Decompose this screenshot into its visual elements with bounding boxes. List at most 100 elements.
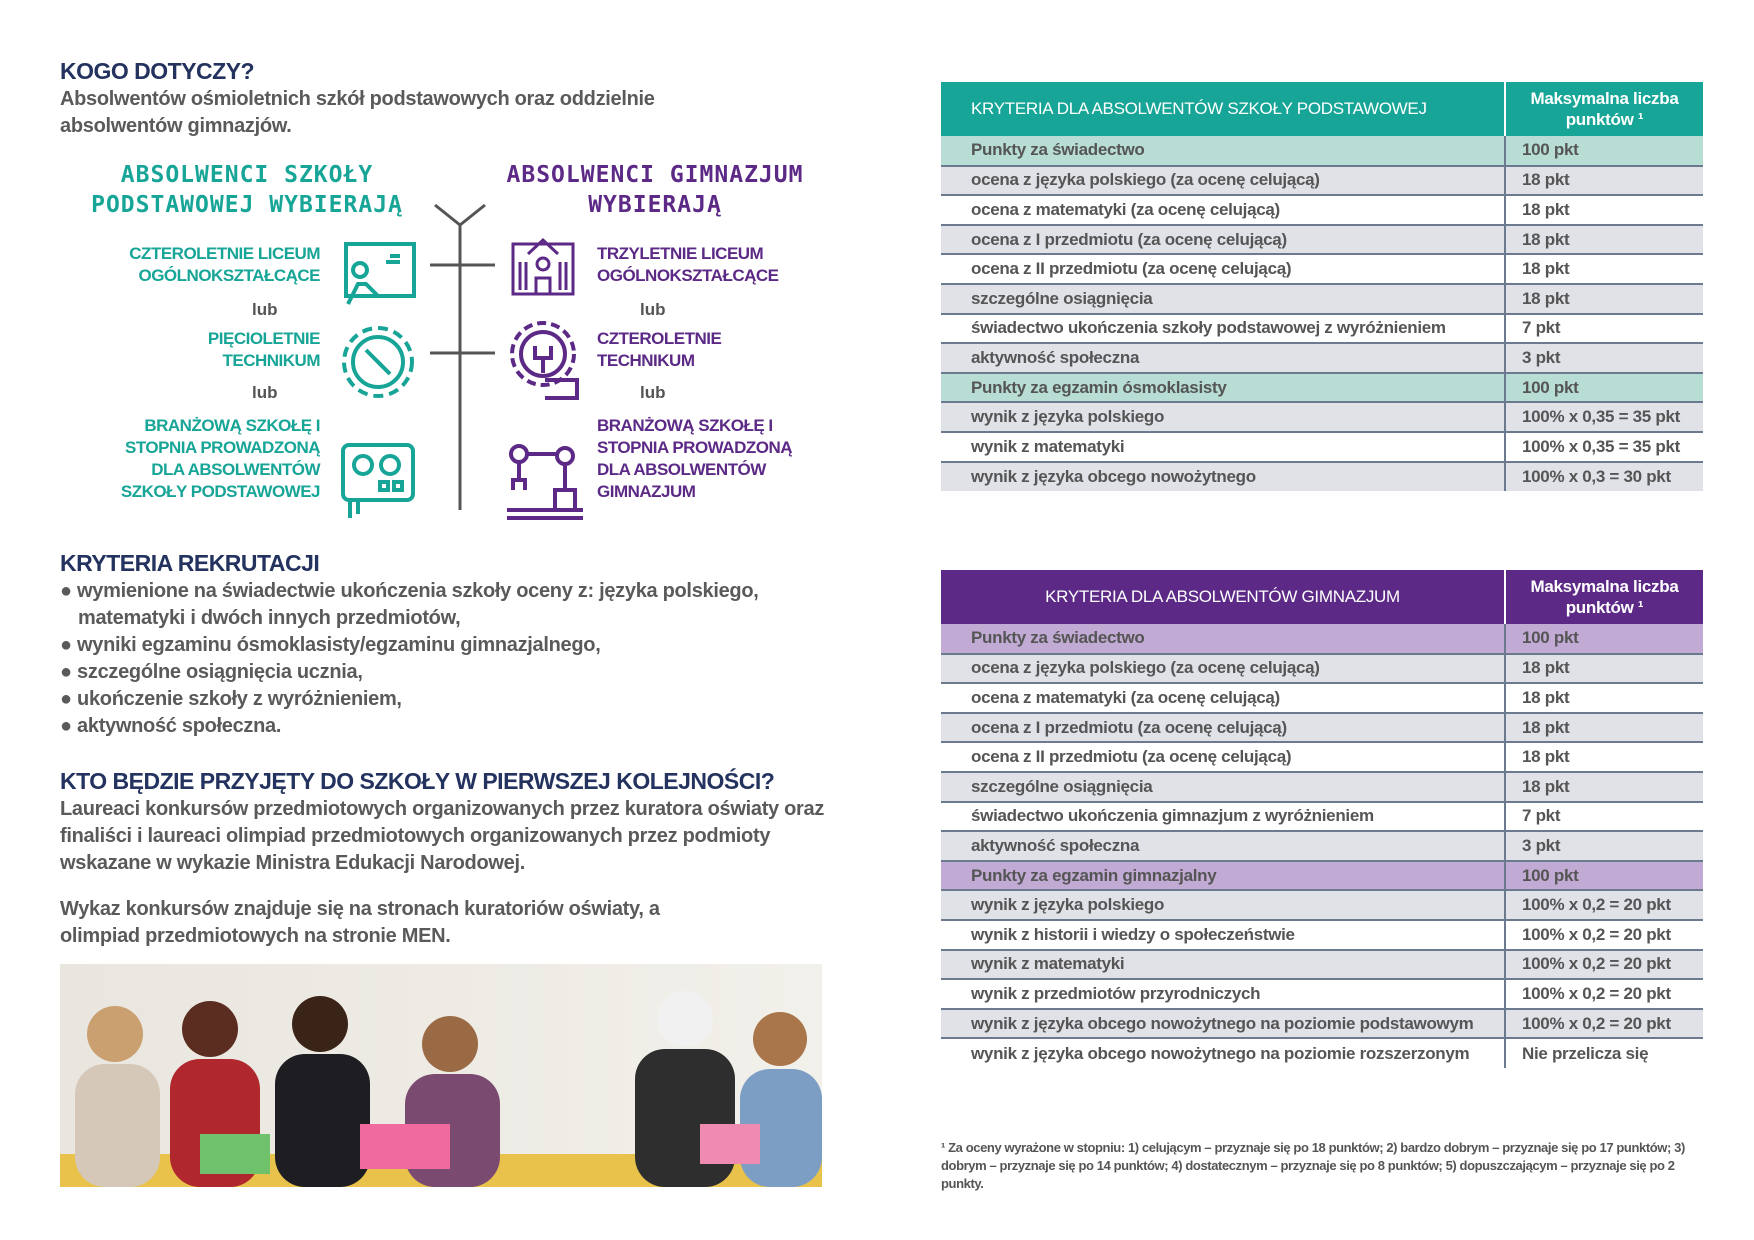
students-photo [60,964,822,1187]
left-option-3: BRANŻOWĄ SZKOŁĘ I STOPNIA PROWADZONĄ DLA… [120,416,321,501]
criterion-label: wynik z języka obcego nowożytnego na poz… [941,1008,1505,1040]
or-label: lub [252,383,278,402]
table-row: ocena z II przedmiotu (za ocenę celującą… [941,742,1703,773]
criteria-item: ● ukończenie szkoły z wyróżnieniem, [60,688,402,710]
criterion-points: 100 pkt [1504,860,1703,892]
max-points-header: Maksymalna liczba punktów ¹ [1504,82,1703,136]
criterion-label: wynik z języka polskiego [941,402,1505,433]
criteria-title: KRYTERIA REKRUTACJI [60,550,320,576]
table-row: szczególne osiągnięcia 18 pkt [941,771,1703,803]
criteria-table-gymnasium: KRYTERIA DLA ABSOLWENTÓW GIMNAZJUM Maksym… [941,570,1703,1068]
criterion-points: 100% x 0,2 = 20 pkt [1504,949,1703,981]
or-label: lub [640,383,666,402]
criterion-points: Nie przelicza się [1504,1038,1703,1068]
criterion-points: 18 pkt [1504,224,1703,256]
criterion-points: 18 pkt [1504,742,1703,773]
criterion-label: wynik z języka obcego nowożytnego na poz… [941,1038,1505,1068]
who-text: Absolwentów ośmioletnich szkół podstawow… [60,88,655,137]
criteria-list: ● wymienione na świadectwie ukończenia s… [60,578,820,740]
criterion-points: 100 pkt [1504,136,1703,167]
criterion-label: wynik z przedmiotów przyrodniczych [941,979,1505,1010]
criterion-points: 100% x 0,35 = 35 pkt [1504,402,1703,433]
criterion-label: ocena z języka polskiego (za ocenę celuj… [941,653,1505,685]
criterion-points: 18 pkt [1504,165,1703,197]
robot-arm-icon [507,444,583,520]
criterion-label: Punkty za egzamin ósmoklasisty [941,372,1505,404]
max-points-header: Maksymalna liczba punktów ¹ [1504,570,1703,624]
section-row: Punkty za egzamin gimnazjalny 100 pkt [941,860,1703,892]
criterion-label: świadectwo ukończenia szkoły podstawowej… [941,313,1505,345]
criterion-label: ocena z matematyki (za ocenę celującą) [941,195,1505,226]
criterion-points: 18 pkt [1504,712,1703,744]
criterion-points: 100% x 0,2 = 20 pkt [1504,919,1703,951]
criterion-label: ocena z I przedmiotu (za ocenę celującą) [941,712,1505,744]
priority-text: Laureaci konkursów przedmiotowych organi… [60,798,825,874]
table-header: KRYTERIA DLA ABSOLWENTÓW GIMNAZJUM [941,570,1505,624]
control-panel-icon [341,443,415,518]
or-label: lub [640,300,666,319]
table-row: aktywność społeczna 3 pkt [941,831,1703,862]
table-row: wynik z języka polskiego 100% x 0,35 = 35… [941,402,1703,433]
table-row: ocena z języka polskiego (za ocenę celuj… [941,165,1703,197]
right-option-1: TRZYLETNIE LICEUM OGÓLNOKSZTAŁCĄCE [597,244,779,285]
criterion-points: 100% x 0,3 = 30 pkt [1504,461,1703,492]
criterion-points: 18 pkt [1504,254,1703,285]
table-row: ocena z II przedmiotu (za ocenę celującą… [941,254,1703,285]
criterion-points: 7 pkt [1504,313,1703,345]
right-option-3: BRANŻOWĄ SZKOŁĘ I STOPNIA PROWADZONĄ DLA… [597,416,793,501]
table-header: KRYTERIA DLA ABSOLWENTÓW SZKOŁY PODSTAWO… [941,82,1505,136]
table-row: wynik z matematyki 100% x 0,2 = 20 pkt [941,949,1703,981]
table-row: wynik z języka obcego nowożytnego na poz… [941,1038,1703,1068]
criterion-points: 100% x 0,35 = 35 pkt [1504,431,1703,463]
left-option-1: CZTEROLETNIE LICEUM OGÓLNOKSZTAŁCĄCE [129,244,320,285]
criterion-points: 18 pkt [1504,653,1703,685]
table-row: wynik z historii i wiedzy o społeczeństw… [941,919,1703,951]
criterion-label: Punkty za egzamin gimnazjalny [941,860,1505,892]
criterion-label: wynik z historii i wiedzy o społeczeństw… [941,919,1505,951]
criterion-label: świadectwo ukończenia gimnazjum z wyróżn… [941,801,1505,833]
criterion-label: ocena z II przedmiotu (za ocenę celującą… [941,742,1505,773]
left-title: ABSOLWENCI SZKOŁY PODSTAWOWEJ WYBIERAJĄ [91,162,403,218]
criterion-points: 100 pkt [1504,372,1703,404]
table-row: wynik z języka obcego nowożytnego na poz… [941,1008,1703,1040]
footnote: ¹ Za oceny wyrażone w stopniu: 1) celują… [941,1140,1685,1191]
criterion-label: Punkty za świadectwo [941,136,1505,167]
section-row: Punkty za świadectwo 100 pkt [941,136,1703,167]
gear-wrench-hand-icon [510,321,579,400]
criteria-table-primary: KRYTERIA DLA ABSOLWENTÓW SZKOŁY PODSTAWO… [941,82,1703,492]
table-row: szczególne osiągnięcia 18 pkt [941,283,1703,315]
criterion-points: 100 pkt [1504,624,1703,655]
right-title: ABSOLWENCI GIMNAZJUM WYBIERAJĄ [506,162,804,218]
table-row: ocena z matematyki (za ocenę celującą) 18… [941,683,1703,714]
tree-connector [430,203,495,510]
criteria-item: ● aktywność społeczna. [60,715,282,737]
criterion-points: 3 pkt [1504,831,1703,862]
criterion-label: wynik z języka polskiego [941,890,1505,921]
gear-wrench-icon [342,326,414,398]
criterion-points: 18 pkt [1504,771,1703,803]
right-option-2: CZTEROLETNIE TECHNIKUM [597,329,722,370]
priority-note: Wykaz konkursów znajduje się na stronach… [60,898,660,947]
criterion-label: wynik z matematyki [941,949,1505,981]
criterion-points: 18 pkt [1504,683,1703,714]
criterion-label: Punkty za świadectwo [941,624,1505,655]
criterion-points: 100% x 0,2 = 20 pkt [1504,979,1703,1010]
table-row: wynik z języka polskiego 100% x 0,2 = 20 … [941,890,1703,921]
section-row: Punkty za egzamin ósmoklasisty 100 pkt [941,372,1703,404]
criterion-label: szczególne osiągnięcia [941,283,1505,315]
section-row: Punkty za świadectwo 100 pkt [941,624,1703,655]
table-row: aktywność społeczna 3 pkt [941,343,1703,374]
criterion-points: 100% x 0,2 = 20 pkt [1504,890,1703,921]
criterion-label: wynik z matematyki [941,431,1505,463]
teacher-board-icon [344,242,416,305]
school-building-icon [511,237,575,296]
left-option-2: PIĘCIOLETNIE TECHNIKUM [207,329,321,370]
criterion-label: aktywność społeczna [941,831,1505,862]
criterion-label: wynik z języka obcego nowożytnego [941,461,1505,492]
table-row: świadectwo ukończenia gimnazjum z wyróżn… [941,801,1703,833]
table-row: świadectwo ukończenia szkoły podstawowej… [941,313,1703,345]
criterion-label: ocena z języka polskiego (za ocenę celuj… [941,165,1505,197]
criterion-points: 18 pkt [1504,283,1703,315]
table-row: wynik z języka obcego nowożytnego 100% x … [941,461,1703,492]
priority-title: KTO BĘDZIE PRZYJĘTY DO SZKOŁY W PIERWSZE… [60,768,775,794]
